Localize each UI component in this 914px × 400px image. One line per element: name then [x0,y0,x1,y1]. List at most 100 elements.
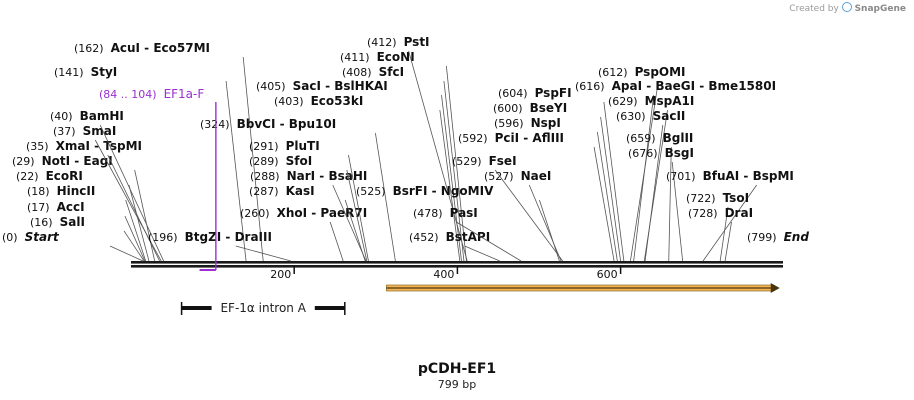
plasmid-name: pCDH-EF1 [417,361,497,377]
enzyme-name: TsoI [723,191,749,205]
enzyme-site: (141) StyI [54,65,247,262]
enzyme-label: (701) BfuAI - BspMI [666,169,794,183]
enzyme-position: (405) [256,80,286,93]
enzyme-leader-line [443,80,465,262]
enzyme-leader-line [242,56,264,262]
enzyme-name: PciI - AflIII [495,131,564,145]
enzyme-site: (405) SacI - BslHKAI [256,79,462,262]
enzyme-name: AccI [57,200,85,214]
enzyme-position: (659) [626,132,656,145]
enzyme-position: (452) [409,231,439,244]
enzyme-site: (162) AcuI - Eco57MI [74,41,264,262]
enzyme-position: (287) [249,185,279,198]
enzyme-position: (525) [356,185,386,198]
enzyme-position: (722) [686,192,716,205]
snapgene-logo-icon [841,2,852,12]
enzyme-leader-line [600,116,622,262]
enzyme-name: BsrFI - NgoMIV [393,184,494,198]
enzyme-label: (37) SmaI [53,124,116,138]
enzyme-leader-line [99,124,165,262]
enzyme-position: (630) [616,110,646,123]
enzyme-name: NarI - BsaHI [287,169,368,183]
enzyme-position: (616) [575,80,605,93]
enzyme-site: (18) HincII [27,184,147,262]
enzyme-site: (676) BsgI [628,146,694,262]
enzyme-position: (35) [26,140,49,153]
enzyme-leader-line [633,94,655,262]
enzyme-leader-line [128,184,150,262]
enzyme-leader-line [374,132,396,262]
enzyme-name: NaeI [521,169,552,183]
enzyme-site: (403) Eco53kI [274,94,461,262]
enzyme-name: HincII [57,184,96,198]
enzyme-leader-line [134,169,156,262]
enzyme-leader-line [125,199,147,262]
enzyme-site: (289) SfoI [249,154,368,262]
ruler-tick-label: 200 [270,268,291,281]
enzyme-label: (596) NspI [494,116,561,130]
enzyme-name: BfuAI - BspMI [703,169,794,183]
enzyme-name: PasI [450,206,478,220]
primer-range: (84 .. 104) [99,88,157,101]
enzyme-site: (596) NspI [494,116,618,262]
enzyme-site: (630) SacII [616,109,685,262]
enzyme-position: (17) [27,201,50,214]
enzyme-label: (592) PciI - AflIII [458,131,564,145]
enzyme-label: (18) HincII [27,184,95,198]
enzyme-label: (17) AccI [27,200,85,214]
enzyme-site: (529) FseI [452,154,563,262]
enzyme-label: (403) Eco53kI [274,94,363,108]
enzyme-position: (408) [342,66,372,79]
enzyme-position: (16) [30,216,53,229]
primer-name: EF1a-F [164,87,205,101]
enzyme-name: BglII [663,131,694,145]
enzyme-label: (405) SacI - BslHKAI [256,79,388,93]
enzyme-label: (799) End [747,230,809,244]
enzyme-position: (592) [458,132,488,145]
enzyme-name: NotI - EagI [42,154,113,168]
enzyme-leader-line [348,154,369,262]
backbone-top-strand [131,261,783,264]
enzyme-name: FseI [489,154,517,168]
enzyme-site: (22) EcoRI [16,169,150,262]
enzyme-name: SmaI [83,124,117,138]
enzyme-site: (478) PasI [413,206,522,262]
enzyme-leader-line [671,161,684,262]
enzyme-site: (701) BfuAI - BspMI [666,169,794,262]
enzyme-name: BstAPI [446,230,491,244]
enzyme-site: (0) Start [2,230,144,262]
enzyme-label: (525) BsrFI - NgoMIV [356,184,494,198]
enzyme-site: (17) AccI [27,200,146,262]
enzyme-leader-line [456,221,522,262]
enzyme-label: (0) Start [2,230,60,244]
enzyme-name: PspOMI [635,65,686,79]
enzyme-position: (596) [494,117,524,130]
enzyme-leader-line [124,215,146,262]
enzyme-leader-line [408,50,468,262]
enzyme-site: (40) BamHI [50,109,165,262]
enzyme-label: (629) MspA1I [608,94,694,108]
enzyme-name: SfoI [286,154,313,168]
enzyme-label: (324) BbvCI - Bpu10I [200,117,336,131]
enzyme-site: (412) PstI [367,35,468,262]
enzyme-leader-line [596,131,618,262]
enzyme-label: (196) BtgZI - DraIII [148,230,272,244]
enzyme-leader-line [344,199,366,262]
enzyme-label: (728) DraI [688,206,753,220]
enzyme-leader-line [724,221,732,262]
primer-annotation: (84 .. 104) EF1a-F [99,87,217,271]
enzyme-label: (291) PluTI [249,139,320,153]
enzyme-label: (289) SfoI [249,154,312,168]
enzyme-leader-line [441,94,462,262]
enzyme-label: (162) AcuI - Eco57MI [74,41,210,55]
enzyme-site: (629) MspA1I [608,94,694,262]
enzyme-name: PstI [404,35,430,49]
enzyme-site: (29) NotI - EagI [12,154,156,262]
enzyme-leader-line [593,146,615,262]
enzyme-name: End [784,230,810,244]
enzyme-site: (411) EcoNI [340,50,467,262]
primer-label: (84 .. 104) EF1a-F [99,87,204,101]
enzyme-position: (411) [340,51,370,64]
enzyme-name: EcoRI [46,169,83,183]
enzyme-name: EcoNI [377,50,415,64]
